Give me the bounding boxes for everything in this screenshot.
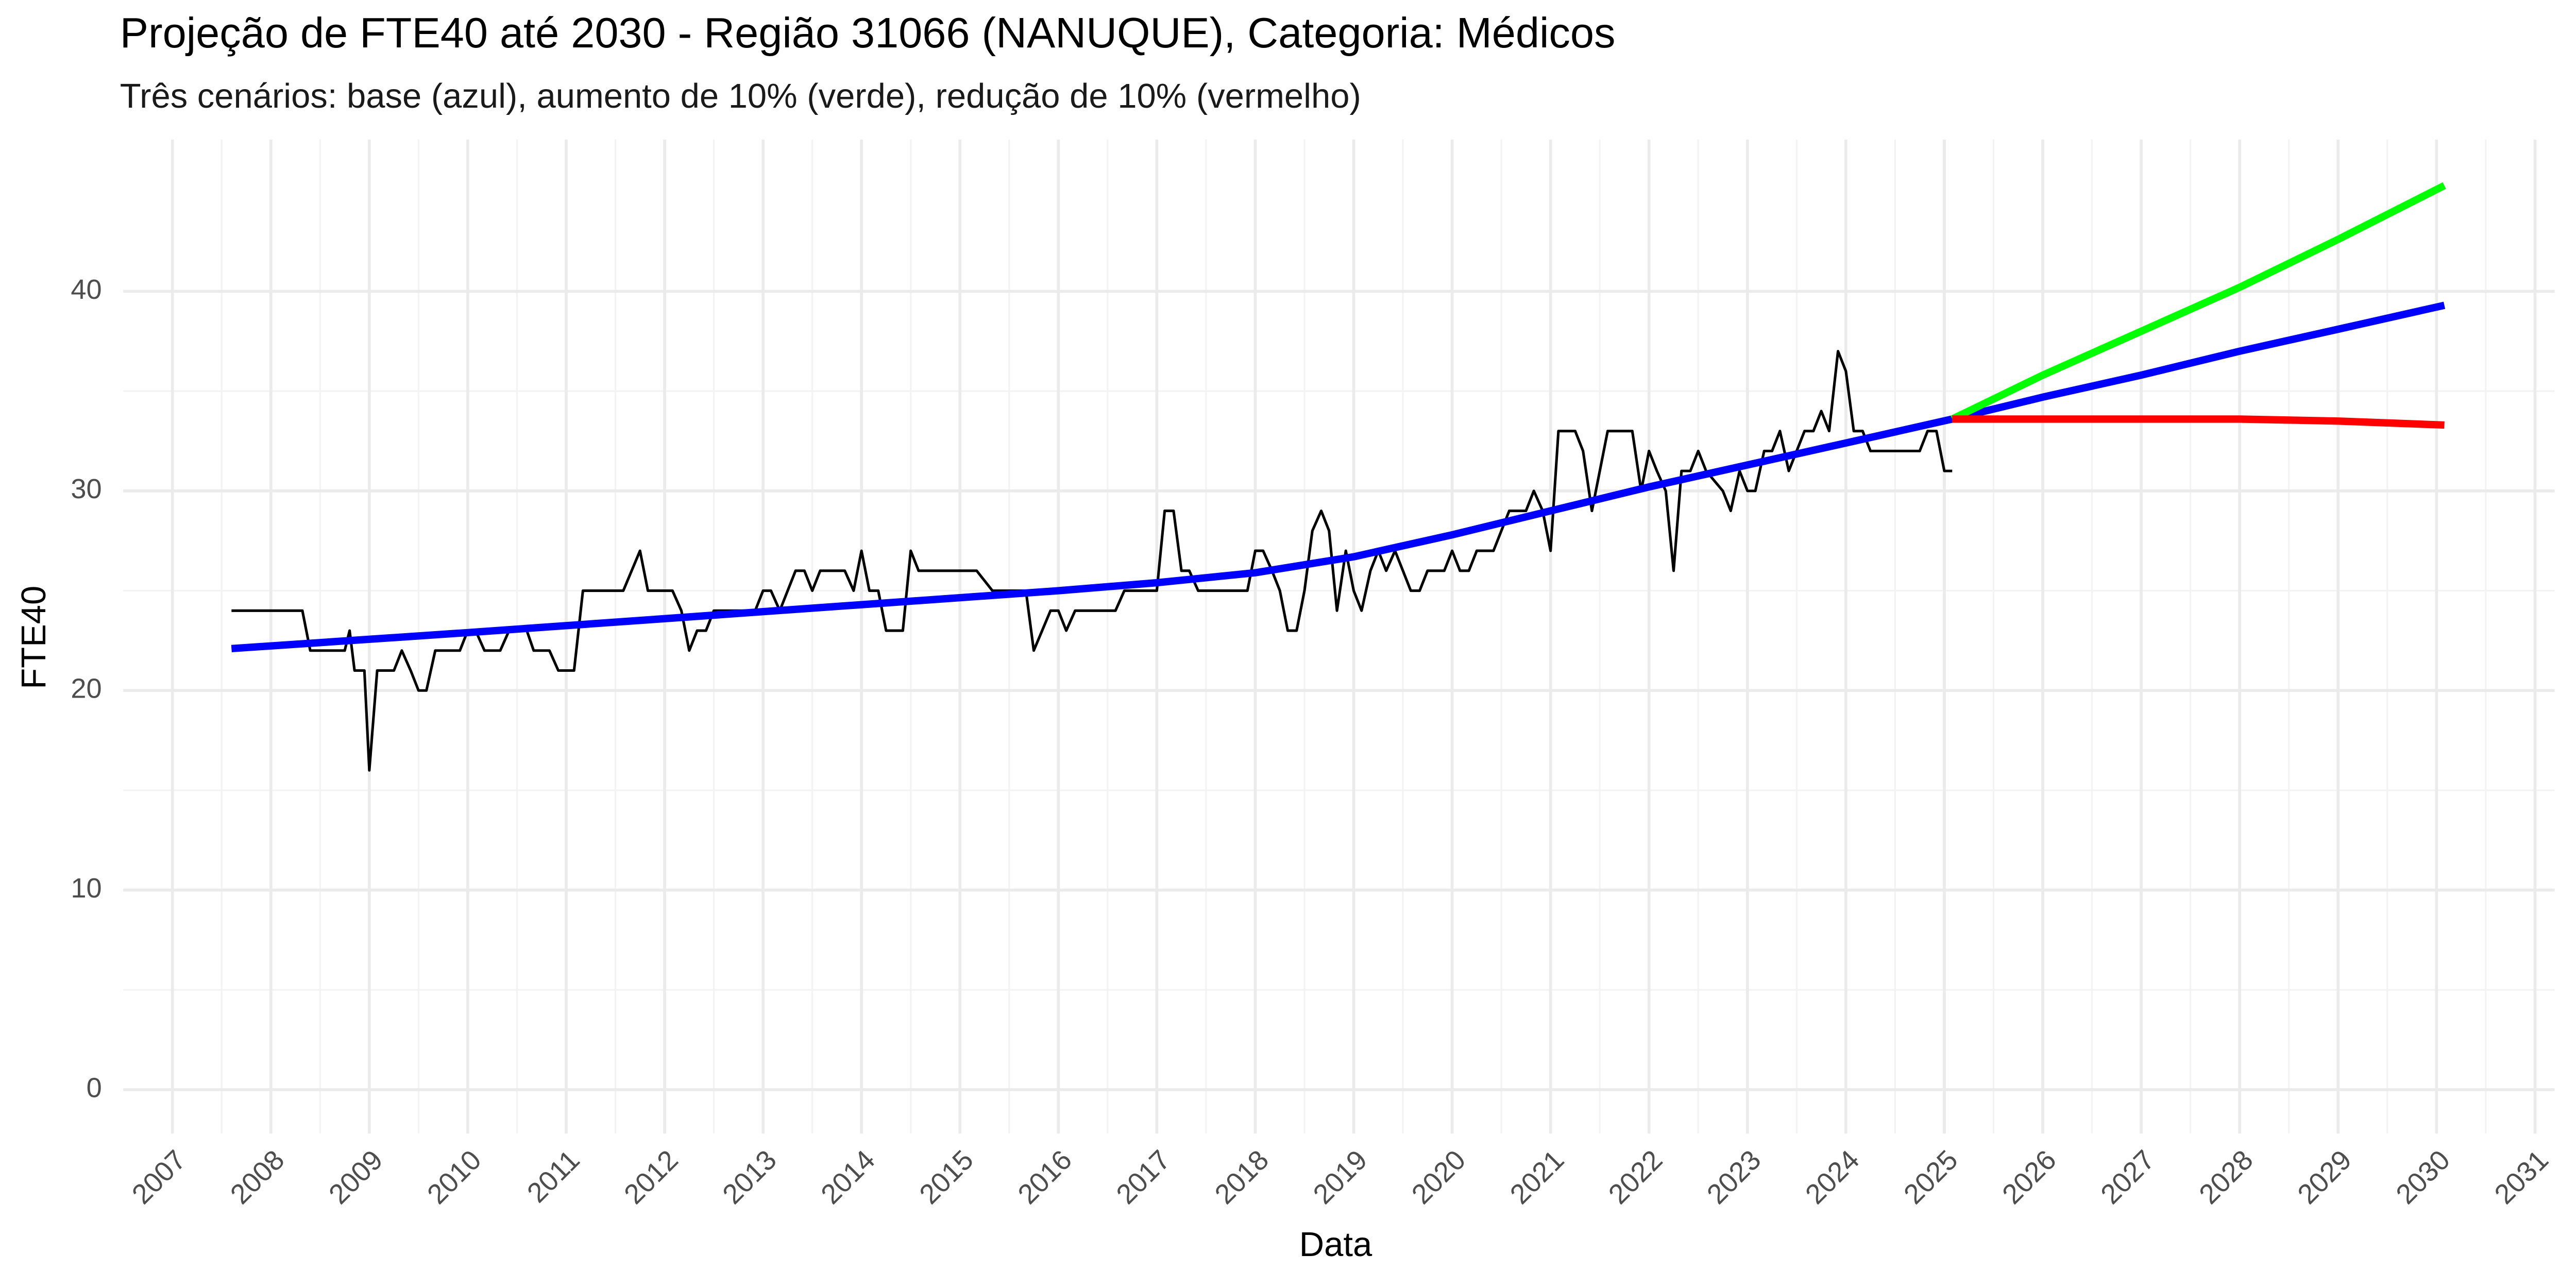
y-tick-label: 0 xyxy=(87,1072,102,1103)
series-line xyxy=(231,301,2446,653)
y-tick-label: 10 xyxy=(71,873,101,904)
y-tick-label: 40 xyxy=(71,274,101,305)
y-axis-title: FTE40 xyxy=(14,586,53,689)
x-axis-title: Data xyxy=(1299,1225,1372,1264)
chart-subtitle: Três cenários: base (azul), aumento de 1… xyxy=(120,77,1361,115)
plot-lines xyxy=(231,182,2446,772)
series-line xyxy=(1952,415,2445,429)
grid xyxy=(123,140,2555,1134)
y-tick-label: 20 xyxy=(71,673,101,704)
y-tick-label: 30 xyxy=(71,473,101,504)
chart-title: Projeção de FTE40 até 2030 - Região 3106… xyxy=(120,9,1616,57)
series-line xyxy=(1951,182,2446,422)
